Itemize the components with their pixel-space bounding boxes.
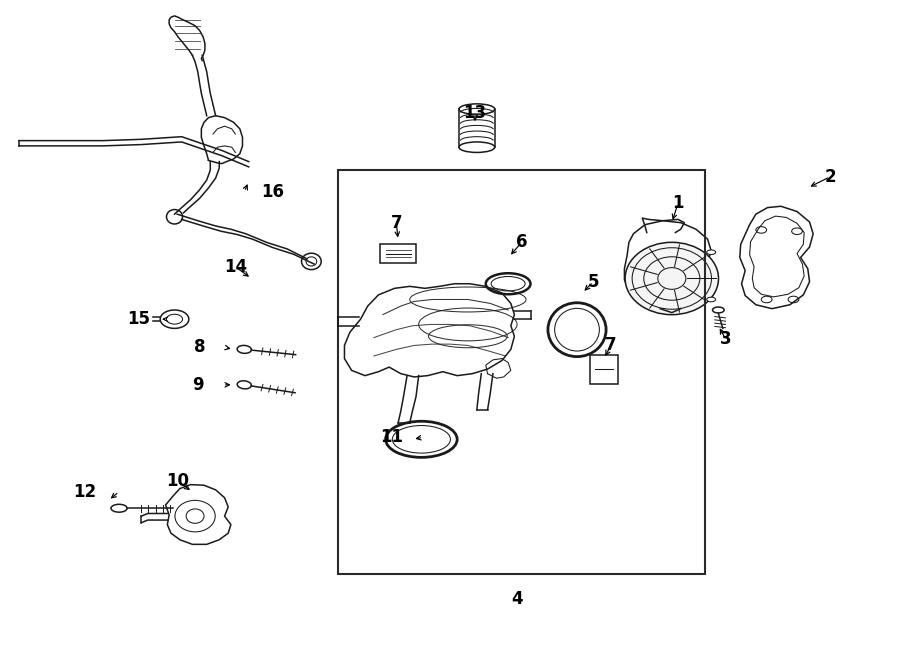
Ellipse shape — [706, 250, 716, 254]
Ellipse shape — [459, 142, 495, 152]
Text: 1: 1 — [672, 194, 684, 212]
Ellipse shape — [302, 253, 321, 269]
Text: 2: 2 — [824, 167, 836, 186]
Text: 4: 4 — [511, 590, 523, 608]
Ellipse shape — [626, 242, 718, 314]
Ellipse shape — [459, 104, 495, 115]
Text: 12: 12 — [74, 483, 96, 501]
Text: 16: 16 — [261, 183, 284, 201]
Ellipse shape — [160, 310, 189, 328]
Bar — [338, 170, 705, 574]
Text: 13: 13 — [464, 104, 487, 122]
Ellipse shape — [238, 346, 251, 354]
Text: 5: 5 — [588, 273, 598, 291]
Text: 10: 10 — [166, 471, 189, 490]
Ellipse shape — [166, 210, 183, 224]
Text: 14: 14 — [224, 258, 247, 275]
Text: 9: 9 — [192, 376, 203, 394]
Text: 6: 6 — [516, 234, 527, 252]
Text: 8: 8 — [194, 338, 205, 356]
Ellipse shape — [238, 381, 251, 389]
Ellipse shape — [111, 504, 127, 512]
Ellipse shape — [713, 307, 725, 313]
Text: 15: 15 — [127, 310, 150, 328]
Text: 7: 7 — [605, 336, 617, 354]
Ellipse shape — [706, 297, 716, 302]
Text: 7: 7 — [391, 214, 402, 232]
Text: 11: 11 — [381, 428, 403, 446]
Text: 3: 3 — [720, 330, 732, 348]
